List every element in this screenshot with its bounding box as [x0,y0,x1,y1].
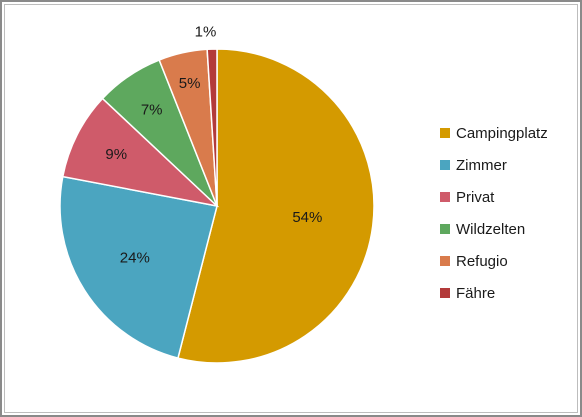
chart-plot-area [4,4,578,413]
legend-item-zimmer: Zimmer [440,149,575,181]
legend-swatch [440,128,450,138]
pie-slice-privat [61,97,220,208]
legend-item-wildzelten: Wildzelten [440,213,575,245]
legend-item-campingplatz: Campingplatz [440,117,575,149]
data-label-fähre: 1% [195,23,217,40]
legend-label: Zimmer [456,156,507,174]
data-label-refugio: 5% [179,75,201,92]
legend-swatch [440,288,450,298]
pie-slice-campingplatz [177,48,375,364]
legend-swatch [440,160,450,170]
pie-slice-fähre [206,48,218,207]
legend-label: Fähre [456,284,496,302]
chart-legend: Campingplatz Zimmer Privat Wildzelten Refugi… [440,117,575,309]
data-label-privat: 9% [105,146,127,163]
pie-data-labels: 54% 24% 9% 7% 5% 1% [105,23,322,266]
legend-label: Wildzelten [456,220,526,238]
legend-swatch [440,256,450,266]
legend-item-refugio: Refugio [440,245,575,277]
legend-label: Campingplatz [456,124,548,142]
legend-swatch [440,192,450,202]
data-label-wildzelten: 7% [141,101,163,118]
legend-item-fähre: Fähre [440,277,575,309]
legend-label: Refugio [456,252,508,270]
pie-slice-zimmer [59,175,218,359]
pie-slices [59,48,375,364]
legend-swatch [440,224,450,234]
legend-label: Privat [456,188,495,206]
data-label-campingplatz: 54% [292,209,322,226]
legend-item-privat: Privat [440,181,575,213]
data-label-zimmer: 24% [120,250,150,267]
